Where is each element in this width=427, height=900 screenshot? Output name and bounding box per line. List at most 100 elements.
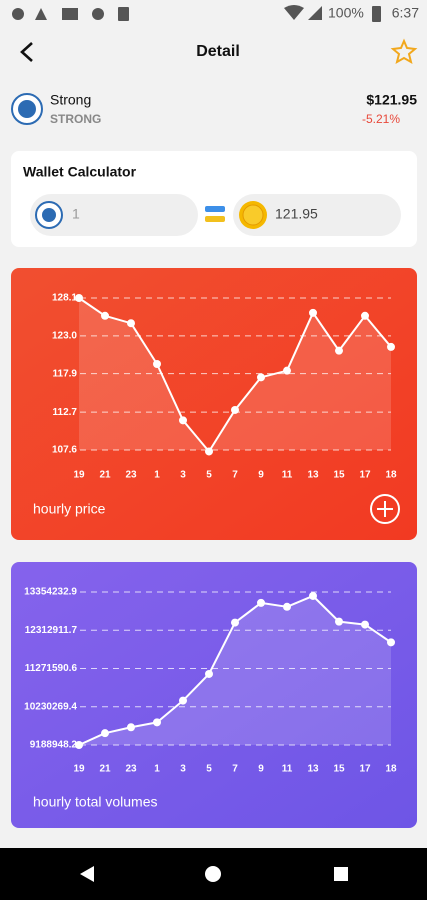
clock: 6:37	[392, 5, 419, 21]
add-button[interactable]	[370, 494, 400, 524]
nav-recent[interactable]	[334, 867, 348, 881]
x-tick-label: 17	[359, 764, 371, 775]
x-tick-label: 9	[258, 470, 264, 481]
dollar-icon	[242, 204, 264, 226]
value-text: 121.95	[275, 206, 318, 222]
x-tick-label: 21	[99, 764, 111, 775]
point	[361, 620, 369, 629]
point	[153, 359, 161, 368]
add-icon	[377, 501, 393, 517]
point	[179, 416, 187, 425]
point	[283, 366, 291, 375]
x-tick-label: 18	[385, 764, 397, 775]
status-icon	[92, 8, 104, 20]
wifi-icon	[284, 5, 304, 20]
amount-input[interactable]	[30, 194, 198, 236]
coin-logo-inner	[18, 100, 36, 118]
point	[257, 373, 265, 382]
y-tick-label: 13354232.9	[24, 587, 77, 598]
point	[205, 669, 213, 678]
y-tick-label: 12312911.7	[25, 625, 78, 636]
battery-icon	[372, 6, 381, 22]
area	[79, 298, 391, 452]
signal-icon	[308, 6, 322, 20]
x-tick-label: 18	[385, 470, 397, 481]
y-tick-label: 107.6	[52, 445, 77, 456]
coin-logo-inner	[42, 208, 56, 222]
point	[75, 740, 83, 749]
status-bar: 100% 6:37	[12, 5, 419, 22]
point	[101, 729, 109, 738]
x-tick-label: 15	[333, 764, 345, 775]
point	[231, 618, 239, 627]
point	[387, 342, 395, 351]
x-tick-label: 23	[125, 764, 137, 775]
wallet-title: Wallet Calculator	[23, 164, 137, 180]
back-button[interactable]	[20, 42, 33, 62]
point	[309, 308, 317, 317]
chart-label: hourly price	[33, 501, 106, 517]
wallet-card: Wallet Calculator 1 121.95	[11, 151, 417, 247]
x-tick-label: 9	[258, 764, 264, 775]
area	[79, 595, 391, 745]
x-tick-label: 19	[73, 764, 85, 775]
coin-price: $121.95	[366, 92, 417, 108]
y-tick-label: 112.7	[53, 407, 78, 418]
x-tick-label: 1	[154, 470, 160, 481]
x-tick-label: 7	[232, 764, 238, 775]
coin-name: Strong	[50, 92, 91, 108]
coin-row: Strong STRONG $121.95 -5.21%	[11, 92, 417, 126]
x-tick-label: 13	[307, 764, 319, 775]
point	[127, 723, 135, 732]
x-tick-label: 11	[282, 764, 293, 775]
status-icon	[62, 8, 78, 20]
amount-text: 1	[72, 206, 80, 222]
x-tick-label: 19	[73, 470, 85, 481]
point	[309, 591, 317, 600]
nav-back[interactable]	[80, 866, 94, 882]
x-tick-label: 15	[333, 470, 345, 481]
point	[335, 617, 343, 626]
y-tick-label: 117.9	[53, 368, 78, 379]
x-tick-label: 5	[206, 470, 212, 481]
swap-button[interactable]	[205, 206, 225, 212]
y-tick-label: 123.0	[52, 330, 77, 341]
point	[153, 718, 161, 727]
point	[283, 602, 291, 611]
x-tick-label: 3	[180, 470, 186, 481]
status-icon	[118, 7, 129, 21]
point	[127, 319, 135, 328]
point	[205, 447, 213, 456]
nav-home[interactable]	[205, 866, 221, 882]
point	[75, 294, 83, 302]
x-tick-label: 23	[125, 470, 137, 481]
y-tick-label: 11271590.6	[25, 663, 78, 674]
x-tick-label: 1	[154, 764, 160, 775]
x-tick-label: 5	[206, 764, 212, 775]
status-icon	[35, 8, 47, 20]
swap-button[interactable]	[205, 216, 225, 222]
point	[257, 598, 265, 607]
point	[335, 346, 343, 355]
x-tick-label: 11	[282, 470, 293, 481]
point	[179, 696, 187, 705]
coin-change: -5.21%	[362, 112, 400, 126]
x-tick-label: 7	[232, 470, 238, 481]
coin-symbol: STRONG	[50, 112, 101, 126]
status-icon	[12, 8, 24, 20]
point	[387, 638, 395, 647]
point	[101, 311, 109, 320]
value-input[interactable]	[233, 194, 401, 236]
x-tick-label: 21	[99, 470, 111, 481]
x-tick-label: 3	[180, 764, 186, 775]
point	[231, 405, 239, 414]
x-tick-label: 17	[359, 470, 371, 481]
x-tick-label: 13	[307, 470, 319, 481]
header-title: Detail	[196, 43, 240, 60]
favorite-button[interactable]	[390, 38, 418, 65]
y-tick-label: 10230269.4	[24, 701, 77, 712]
chart-card	[11, 562, 417, 828]
y-tick-label: 9188948.2	[30, 740, 78, 751]
